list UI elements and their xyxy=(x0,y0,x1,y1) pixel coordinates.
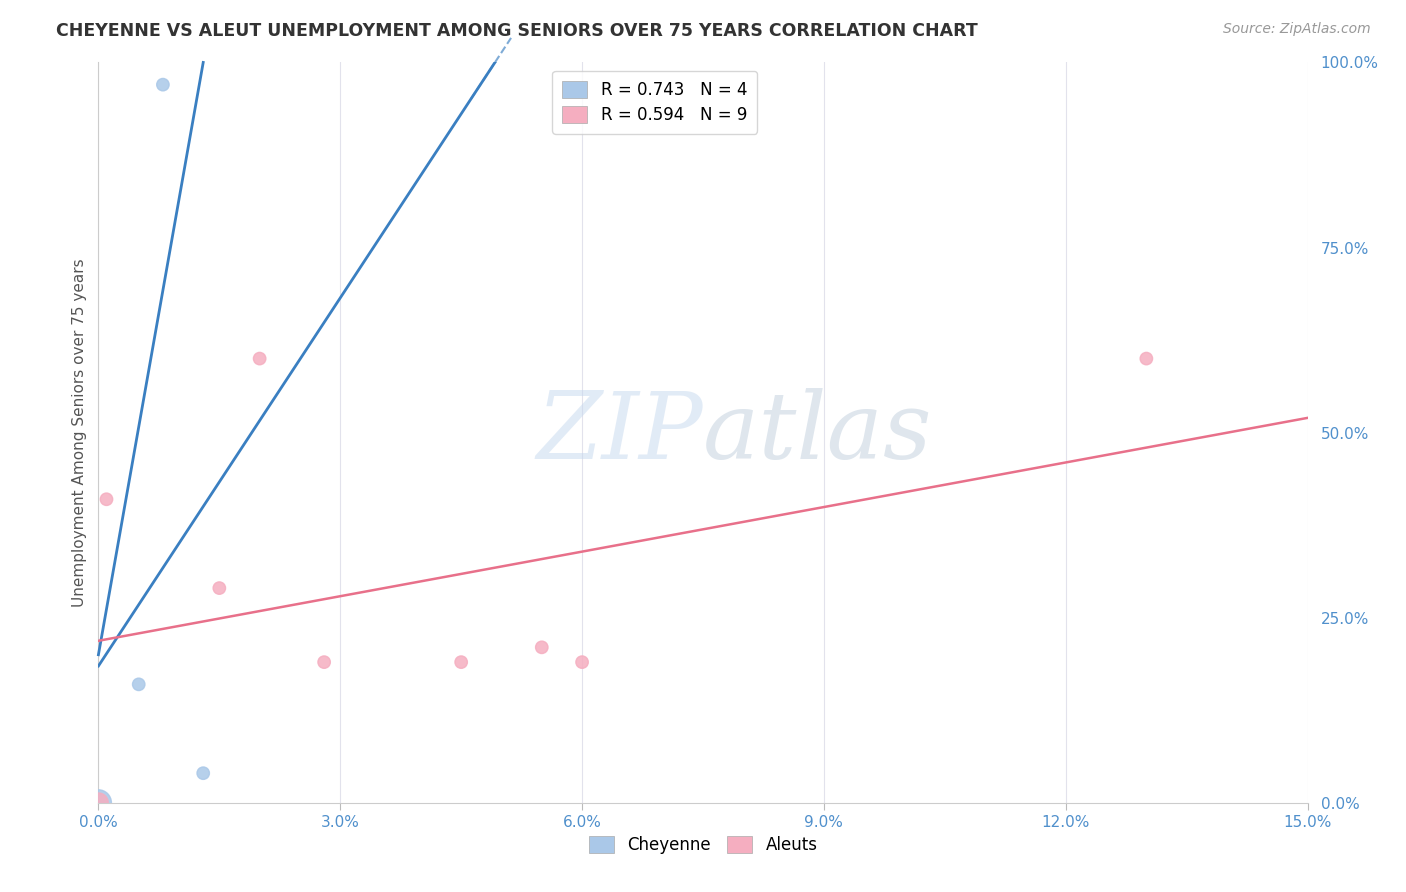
Point xyxy=(208,581,231,595)
Text: atlas: atlas xyxy=(703,388,932,477)
Point xyxy=(571,655,593,669)
Point xyxy=(128,677,150,691)
Point xyxy=(87,796,110,810)
Point xyxy=(96,492,118,507)
Point xyxy=(193,766,215,780)
Point xyxy=(1135,351,1157,366)
Point xyxy=(249,351,271,366)
Point xyxy=(314,655,336,669)
Point xyxy=(87,796,110,810)
Text: ZIP: ZIP xyxy=(536,388,703,477)
Point xyxy=(530,640,553,655)
Y-axis label: Unemployment Among Seniors over 75 years: Unemployment Among Seniors over 75 years xyxy=(72,259,87,607)
Legend: Cheyenne, Aleuts: Cheyenne, Aleuts xyxy=(582,830,824,861)
Point xyxy=(152,78,174,92)
Text: CHEYENNE VS ALEUT UNEMPLOYMENT AMONG SENIORS OVER 75 YEARS CORRELATION CHART: CHEYENNE VS ALEUT UNEMPLOYMENT AMONG SEN… xyxy=(56,22,979,40)
Point xyxy=(450,655,472,669)
Text: Source: ZipAtlas.com: Source: ZipAtlas.com xyxy=(1223,22,1371,37)
